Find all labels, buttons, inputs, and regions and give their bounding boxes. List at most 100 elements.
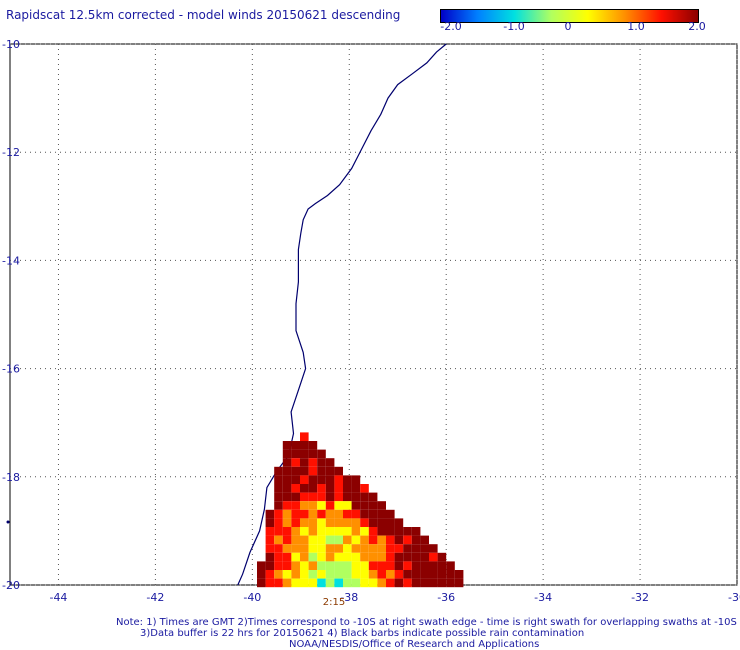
wind-diff-cell	[282, 501, 292, 510]
wind-diff-cell	[317, 544, 326, 553]
wind-diff-cell	[334, 475, 343, 484]
wind-diff-cell	[291, 518, 300, 527]
wind-diff-cell	[257, 570, 266, 579]
y-tick-label: -16	[2, 363, 20, 376]
wind-diff-cell	[343, 518, 352, 527]
wind-diff-cell	[351, 509, 361, 519]
wind-diff-cell	[300, 458, 309, 467]
wind-diff-cell	[403, 578, 412, 588]
wind-diff-cell	[377, 509, 386, 519]
wind-diff-cell	[386, 527, 395, 536]
wind-diff-cell	[386, 518, 395, 527]
wind-diff-cell	[317, 449, 326, 459]
wind-diff-cell	[403, 552, 412, 562]
wind-diff-cell	[351, 484, 361, 493]
wind-diff-cell	[325, 561, 335, 570]
wind-diff-cell	[420, 578, 429, 588]
x-tick-label: -32	[631, 591, 649, 604]
wind-diff-cell	[265, 561, 275, 570]
wind-diff-cell	[351, 535, 361, 545]
wind-diff-cell	[274, 484, 283, 493]
wind-diff-cell	[386, 544, 395, 553]
wind-diff-cell	[308, 441, 318, 450]
wind-diff-cell	[411, 552, 421, 562]
wind-diff-cell	[282, 518, 292, 527]
wind-diff-cell	[274, 492, 283, 502]
wind-diff-cell	[334, 578, 343, 588]
wind-diff-cell	[386, 570, 395, 579]
wind-diff-cell	[377, 561, 386, 570]
wind-diff-cell	[334, 561, 343, 570]
map-title: Rapidscat 12.5km corrected - model winds…	[6, 8, 401, 22]
wind-diff-cell	[377, 552, 386, 562]
wind-diff-cell	[368, 535, 378, 545]
wind-diff-cell	[325, 466, 335, 476]
wind-diff-cell	[386, 535, 395, 545]
wind-diff-cell	[308, 527, 318, 536]
wind-diff-cell	[360, 501, 369, 510]
wind-diff-cell	[403, 544, 412, 553]
y-tick-label: -12	[2, 146, 20, 159]
wind-diff-cell	[300, 518, 309, 527]
wind-diff-cell	[377, 518, 386, 527]
wind-diff-cell	[300, 501, 309, 510]
x-tick-label: -30	[728, 591, 740, 604]
wind-diff-cell	[411, 561, 421, 570]
wind-diff-cell	[351, 544, 361, 553]
wind-diff-cell	[446, 570, 455, 579]
y-tick-label: -18	[2, 471, 20, 484]
wind-diff-cell	[334, 535, 343, 545]
wind-diff-cell	[343, 570, 352, 579]
wind-diff-cell	[334, 484, 343, 493]
wind-diff-cell	[325, 552, 335, 562]
wind-diff-cell	[343, 509, 352, 519]
wind-diff-cell	[257, 561, 266, 570]
wind-diff-cell	[308, 535, 318, 545]
wind-diff-cell	[368, 492, 378, 502]
wind-diff-cell	[386, 578, 395, 588]
wind-diff-cell	[274, 518, 283, 527]
wind-diff-cell	[325, 544, 335, 553]
wind-diff-cell	[368, 518, 378, 527]
wind-diff-cell	[274, 535, 283, 545]
wind-diff-cell	[300, 509, 309, 519]
wind-diff-cell	[454, 578, 464, 588]
wind-diff-cell	[300, 432, 309, 441]
wind-diff-cell	[377, 544, 386, 553]
wind-diff-cell	[394, 561, 404, 570]
wind-diff-cell	[317, 552, 326, 562]
wind-diff-cell	[351, 570, 361, 579]
wind-diff-cell	[360, 570, 369, 579]
wind-diff-cell	[351, 527, 361, 536]
wind-diff-cell	[308, 561, 318, 570]
wind-diff-cell	[394, 527, 404, 536]
wind-diff-cell	[334, 544, 343, 553]
wind-diff-cell	[317, 484, 326, 493]
wind-diff-cell	[351, 561, 361, 570]
wind-diff-cell	[308, 466, 318, 476]
wind-diff-cell	[282, 527, 292, 536]
wind-diff-cell	[343, 527, 352, 536]
wind-diff-cell	[291, 449, 300, 459]
wind-diff-cell	[411, 570, 421, 579]
wind-diff-cell	[308, 544, 318, 553]
wind-diff-cell	[282, 509, 292, 519]
wind-diff-cell	[351, 475, 361, 484]
wind-diff-cell	[394, 535, 404, 545]
wind-diff-cell	[351, 518, 361, 527]
x-tick-label: -40	[243, 591, 261, 604]
wind-diff-cell	[334, 518, 343, 527]
wind-diff-cell	[334, 527, 343, 536]
wind-diff-cell	[317, 578, 326, 588]
wind-diff-cell	[291, 561, 300, 570]
wind-diff-cell	[360, 484, 369, 493]
wind-diff-cell	[291, 484, 300, 493]
wind-diff-cell	[317, 561, 326, 570]
wind-diff-cell	[308, 509, 318, 519]
wind-diff-cell	[325, 518, 335, 527]
y-tick-label: -14	[2, 254, 20, 267]
wind-diff-cell	[360, 561, 369, 570]
wind-diff-cell	[394, 518, 404, 527]
coastline	[237, 43, 447, 586]
wind-diff-cell	[368, 578, 378, 588]
